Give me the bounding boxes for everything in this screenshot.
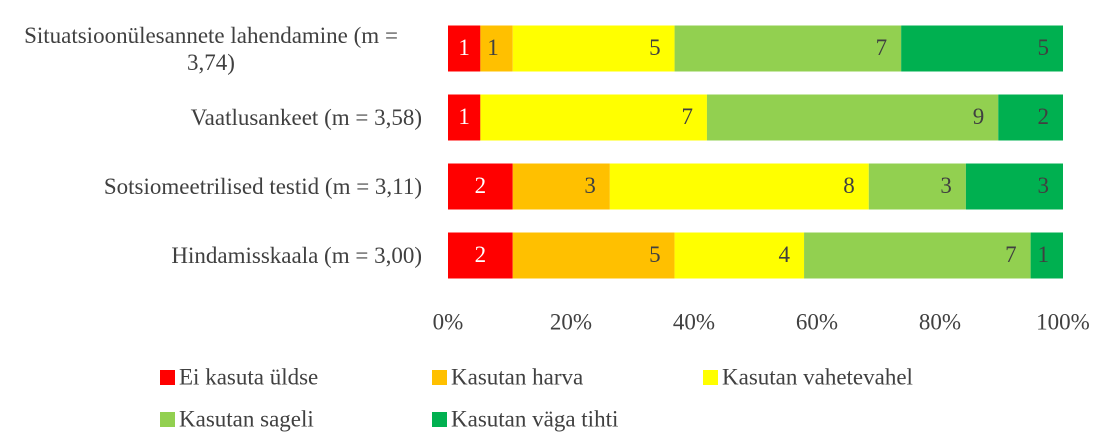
legend-swatch [432,412,447,427]
data-label: 1 [458,104,470,129]
legend-label: Kasutan harva [451,364,583,389]
bar-segment [674,232,805,279]
y-tick-label: Sotsiomeetrilised testid (m = 3,11) [0,173,422,200]
data-label: 7 [1005,242,1017,267]
bar-segment [448,232,513,279]
data-label: 7 [681,104,693,129]
bar-segment [448,94,481,141]
legend-label: Kasutan vahetevahel [722,364,913,389]
data-label: 3 [940,173,952,198]
data-label: 3 [584,173,596,198]
legend-swatch [432,370,447,385]
y-tick-label: Vaatlusankeet (m = 3,58) [0,104,422,131]
x-tick-label: 80% [919,309,961,334]
bar-segment [868,163,966,210]
y-tick-label: Situatsioonülesannete lahendamine (m = 3… [0,22,422,76]
data-label: 1 [1038,242,1050,267]
category-text: Hindamisskaala (m = 3,00) [171,243,422,268]
data-label: 2 [1038,104,1050,129]
data-label: 1 [487,35,499,60]
legend-label: Ei kasuta üldse [179,364,318,389]
bar-segment [1030,232,1063,279]
x-tick-label: 40% [673,309,715,334]
y-tick-label: Hindamisskaala (m = 3,00) [0,242,422,269]
category-text: Sotsiomeetrilised testid (m = 3,11) [103,174,422,199]
data-label: 7 [876,35,888,60]
bar-segment [706,94,999,141]
bar-segment [480,25,513,72]
category-text: Situatsioonülesannete lahendamine (m = 3… [24,22,398,75]
bar-segment [512,232,675,279]
bar-segment [965,163,1063,210]
x-tick-label: 100% [1036,309,1090,334]
data-label: 3 [1038,173,1050,198]
data-label: 5 [649,242,661,267]
bar-segment [448,163,513,210]
data-label: 4 [779,242,791,267]
category-text: Vaatlusankeet (m = 3,58) [190,105,422,130]
bar-segment [512,25,675,72]
x-tick-label: 60% [796,309,838,334]
data-label: 8 [843,173,855,198]
data-label: 1 [458,35,470,60]
bar-segment [804,232,1031,279]
bar-segment [609,163,869,210]
legend-label: Kasutan sageli [179,406,314,431]
data-label: 2 [475,242,487,267]
bar-segment [901,25,1063,72]
bar-segment [512,163,610,210]
legend-label: Kasutan väga tihti [451,406,618,431]
bar-segment [448,25,481,72]
data-label: 2 [475,173,487,198]
legend-swatch [160,370,175,385]
data-label: 5 [649,35,661,60]
bar-segment [674,25,902,72]
bar-segment [998,94,1063,141]
x-tick-label: 0% [433,309,464,334]
data-label: 5 [1038,35,1050,60]
legend-swatch [703,370,718,385]
legend-swatch [160,412,175,427]
bar-segment [480,94,707,141]
data-label: 9 [973,104,985,129]
x-tick-label: 20% [550,309,592,334]
